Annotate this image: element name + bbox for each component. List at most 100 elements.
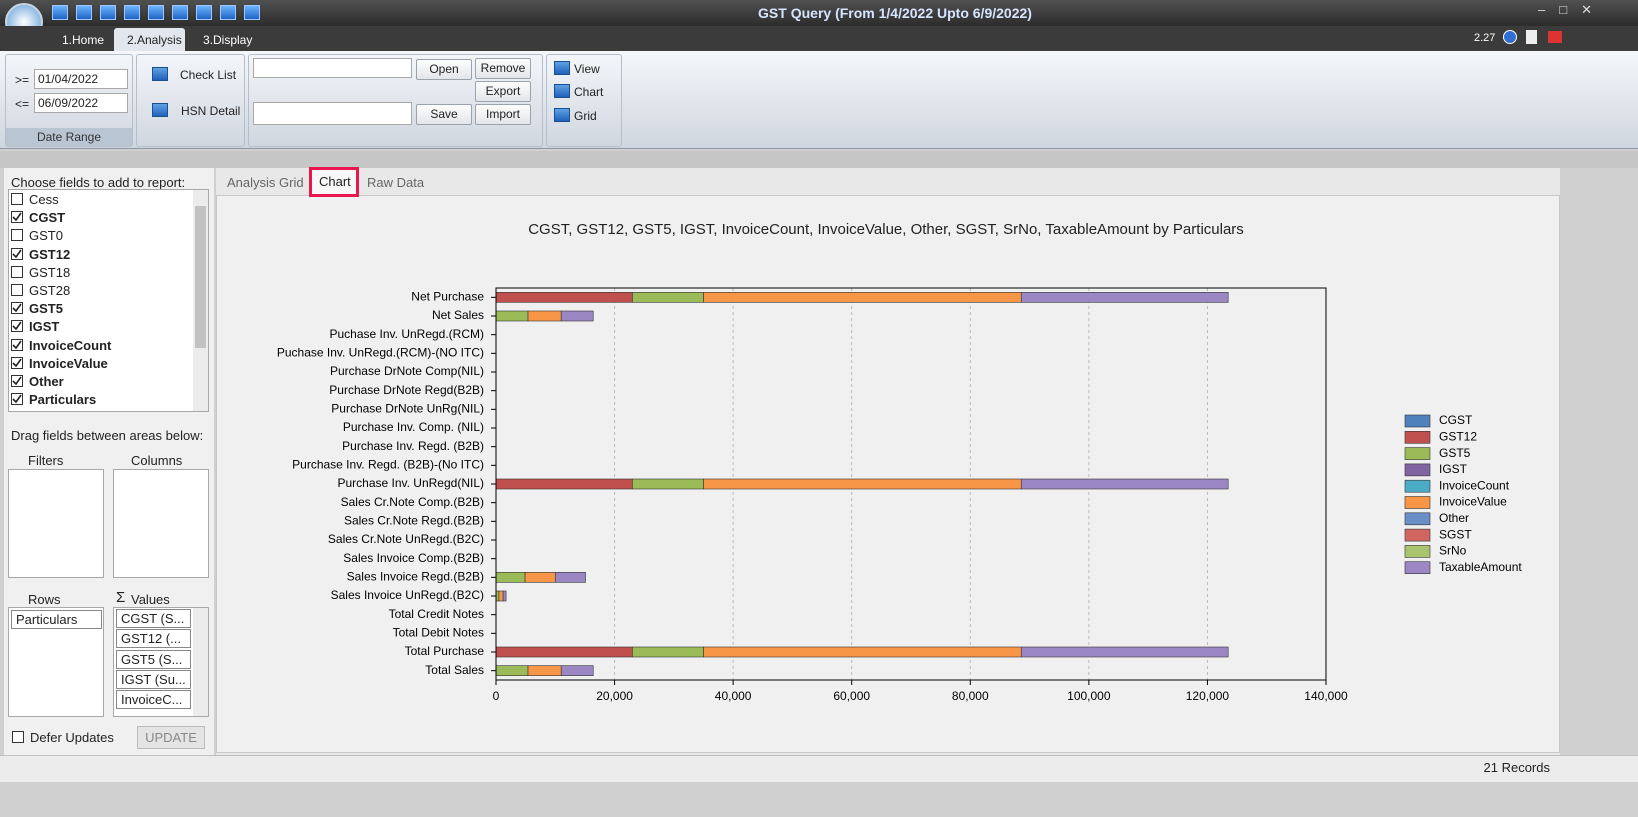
date-input[interactable]: 01/04/2022 — [34, 69, 128, 89]
checkbox[interactable] — [11, 393, 23, 406]
quick-access-icon[interactable] — [148, 5, 164, 20]
checkbox[interactable] — [11, 211, 23, 224]
y-tick-label: Puchase Inv. UnRegd.(RCM) — [330, 327, 485, 341]
quick-access-icon[interactable] — [76, 5, 92, 20]
bar-segment — [554, 572, 586, 583]
scroll-thumb[interactable] — [195, 206, 206, 348]
bar-segment — [495, 292, 633, 303]
ribbon-tab[interactable]: 1.Home — [62, 33, 105, 47]
quick-access-icon[interactable] — [244, 5, 260, 20]
field-name[interactable]: InvoiceCount — [29, 337, 112, 353]
x-tick-label: 80,000 — [952, 689, 989, 703]
row-field[interactable]: Particulars — [11, 610, 102, 629]
field-name[interactable]: GST18 — [29, 264, 71, 280]
ribbon-group — [546, 54, 622, 147]
group-label: Date Range — [6, 128, 132, 146]
chart: CGST, GST12, GST5, IGST, InvoiceCount, I… — [277, 221, 1523, 703]
bar-segment — [495, 665, 529, 676]
sigma-icon: Σ — [116, 589, 126, 606]
bar-segment — [524, 572, 556, 583]
checkbox[interactable] — [11, 247, 23, 260]
columns-area[interactable] — [113, 469, 209, 578]
checkbox[interactable] — [11, 229, 23, 242]
field-name[interactable]: Cess — [29, 192, 59, 207]
value-field[interactable]: GST5 (S... — [116, 649, 191, 669]
button[interactable]: Export — [475, 81, 531, 102]
quick-access-icon[interactable] — [52, 5, 68, 20]
field-name[interactable]: IGST — [29, 319, 60, 335]
value-field[interactable]: GST12 (... — [116, 629, 191, 649]
value-field[interactable]: IGST (Su... — [116, 669, 191, 689]
update-button[interactable]: UPDATE — [137, 726, 205, 749]
view-tab[interactable]: Chart — [319, 174, 351, 189]
y-tick-label: Purchase DrNote Comp(NIL) — [330, 364, 484, 378]
y-tick-label: Sales Invoice UnRegd.(B2C) — [331, 588, 484, 602]
ribbon-button[interactable]: Grid — [574, 109, 597, 123]
field-name[interactable]: InvoiceValue — [29, 355, 108, 371]
filters-area[interactable] — [8, 469, 104, 578]
doc-icon[interactable] — [1526, 30, 1537, 44]
button[interactable]: Save — [416, 104, 472, 125]
quick-access-icon[interactable] — [100, 5, 116, 20]
y-tick-label: Total Purchase — [405, 644, 485, 658]
checkbox[interactable] — [11, 302, 23, 315]
quick-access-icon[interactable] — [196, 5, 212, 20]
checkbox[interactable] — [11, 338, 23, 351]
date-input[interactable]: 06/09/2022 — [34, 93, 128, 113]
ribbon-button[interactable]: HSN Detail — [181, 104, 241, 118]
scrollbar[interactable] — [193, 608, 208, 716]
combo-box[interactable] — [253, 58, 412, 78]
active-view-tab[interactable] — [309, 167, 359, 197]
bar-segment — [527, 665, 562, 676]
x-tick-label: 60,000 — [833, 689, 870, 703]
legend-label: SGST — [1439, 527, 1472, 541]
help-icon[interactable] — [1503, 30, 1517, 44]
view-tab[interactable]: Raw Data — [367, 175, 425, 190]
ribbon-button[interactable]: Chart — [574, 85, 604, 99]
bar-segment — [632, 646, 704, 658]
value-field[interactable]: CGST (S... — [116, 609, 191, 628]
label: <= — [15, 97, 30, 111]
field-name[interactable]: GST5 — [29, 301, 63, 317]
ribbon-tab[interactable]: 2.Analysis — [127, 33, 182, 47]
field-name[interactable]: Particulars — [29, 392, 97, 408]
legend-label: Other — [1439, 511, 1469, 525]
legend-swatch — [1404, 528, 1431, 542]
checkbox[interactable] — [11, 375, 23, 387]
window-controls[interactable]: –□✕ — [1538, 2, 1606, 17]
checkbox[interactable] — [11, 193, 23, 205]
field-name[interactable]: GST12 — [29, 246, 71, 262]
ribbon-tab[interactable]: 3.Display — [203, 33, 253, 47]
check-mark — [12, 376, 22, 386]
bar-segment — [1020, 478, 1229, 490]
checkbox[interactable] — [11, 320, 23, 333]
value-field[interactable]: InvoiceC... — [116, 690, 191, 710]
button[interactable]: Import — [475, 104, 531, 125]
ribbon-button[interactable]: Check List — [180, 68, 237, 82]
button[interactable]: Open — [416, 59, 472, 80]
exit-icon[interactable] — [1548, 31, 1562, 43]
y-tick-label: Purchase Inv. Comp. (NIL) — [343, 420, 484, 434]
view-tab[interactable]: Analysis Grid — [227, 175, 304, 190]
field-name[interactable]: Other — [29, 374, 64, 389]
checkbox[interactable] — [11, 265, 23, 278]
y-tick-label: Purchase Inv. Regd. (B2B) — [342, 439, 484, 453]
view-icon — [554, 61, 570, 75]
button[interactable]: Remove — [475, 58, 531, 79]
quick-access-icon[interactable] — [172, 5, 188, 20]
field-name[interactable]: GST0 — [29, 228, 63, 244]
quick-access-icon[interactable] — [220, 5, 236, 20]
y-tick-label: Purchase Inv. UnRegd(NIL) — [337, 476, 484, 490]
checkbox[interactable] — [11, 356, 23, 369]
field-name[interactable]: CGST — [29, 210, 66, 226]
field-name[interactable]: GST28 — [29, 283, 71, 298]
text-box[interactable] — [253, 102, 412, 125]
ribbon-button[interactable]: View — [574, 62, 600, 76]
checkbox[interactable] — [12, 731, 24, 743]
y-tick-label: Total Debit Notes — [393, 626, 484, 640]
legend-label: IGST — [1439, 462, 1468, 476]
version: 2.27 — [1474, 32, 1496, 44]
checkbox[interactable] — [11, 284, 23, 296]
y-tick-label: Total Credit Notes — [389, 607, 484, 621]
quick-access-icon[interactable] — [124, 5, 140, 20]
